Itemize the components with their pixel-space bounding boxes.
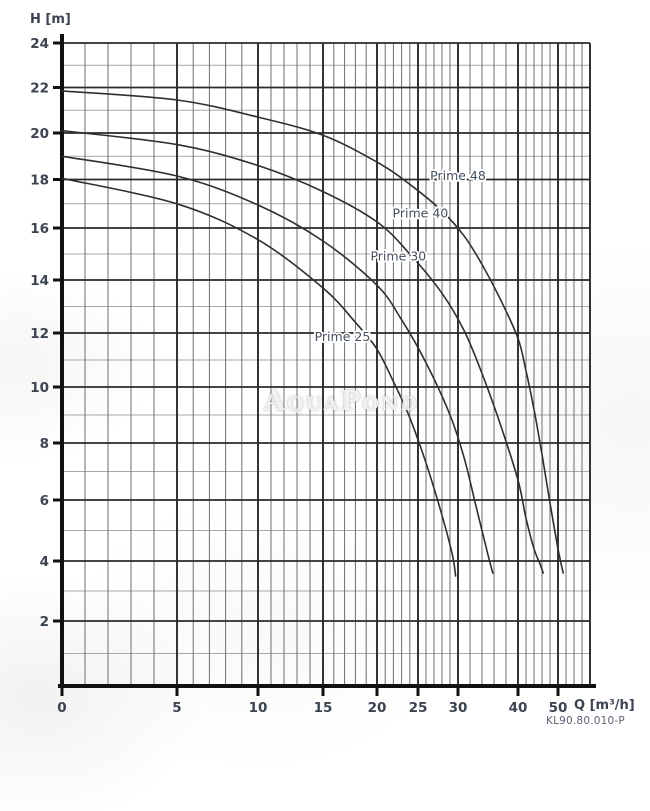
x-tick-label-40: 40 [509, 700, 528, 716]
x-tick-label-10: 10 [249, 700, 268, 716]
y-tick-label-22: 22 [30, 80, 49, 96]
x-tick-label-20: 20 [368, 700, 387, 716]
y-tick-label-12: 12 [30, 326, 49, 342]
y-tick-label-18: 18 [30, 172, 49, 188]
x-tick-label-15: 15 [314, 700, 333, 716]
x-tick-label-30: 30 [449, 700, 468, 716]
curve-prime-25 [61, 177, 457, 577]
y-axis-title: H [m] [30, 12, 71, 27]
figure-code: KL90.80.010-P [546, 715, 625, 727]
y-tick-label-8: 8 [40, 436, 49, 452]
y-tick-label-24: 24 [30, 36, 49, 52]
curve-prime-48 [61, 90, 564, 574]
curve-label-prime-30: Prime 30 [370, 249, 426, 264]
x-tick-label-25: 25 [409, 700, 428, 716]
y-tick-label-14: 14 [30, 273, 49, 289]
curve-prime-40 [61, 129, 544, 574]
y-tick-label-6: 6 [40, 493, 49, 509]
x-axis-unit: Q [m³/h] [574, 698, 635, 713]
y-tick-label-10: 10 [30, 380, 49, 396]
curve-prime-30 [61, 155, 494, 574]
y-tick-label-20: 20 [30, 126, 49, 142]
y-tick-label-4: 4 [40, 554, 49, 570]
curve-label-prime-25: Prime 25 [315, 329, 371, 344]
x-tick-label-50: 50 [549, 700, 568, 716]
x-tick-label-0: 0 [57, 700, 66, 716]
y-tick-label-16: 16 [30, 221, 49, 237]
x-tick-label-5: 5 [172, 700, 181, 716]
y-tick-label-2: 2 [40, 614, 49, 630]
curve-label-prime-40: Prime 40 [393, 205, 449, 220]
curve-label-prime-48: Prime 48 [430, 168, 486, 183]
